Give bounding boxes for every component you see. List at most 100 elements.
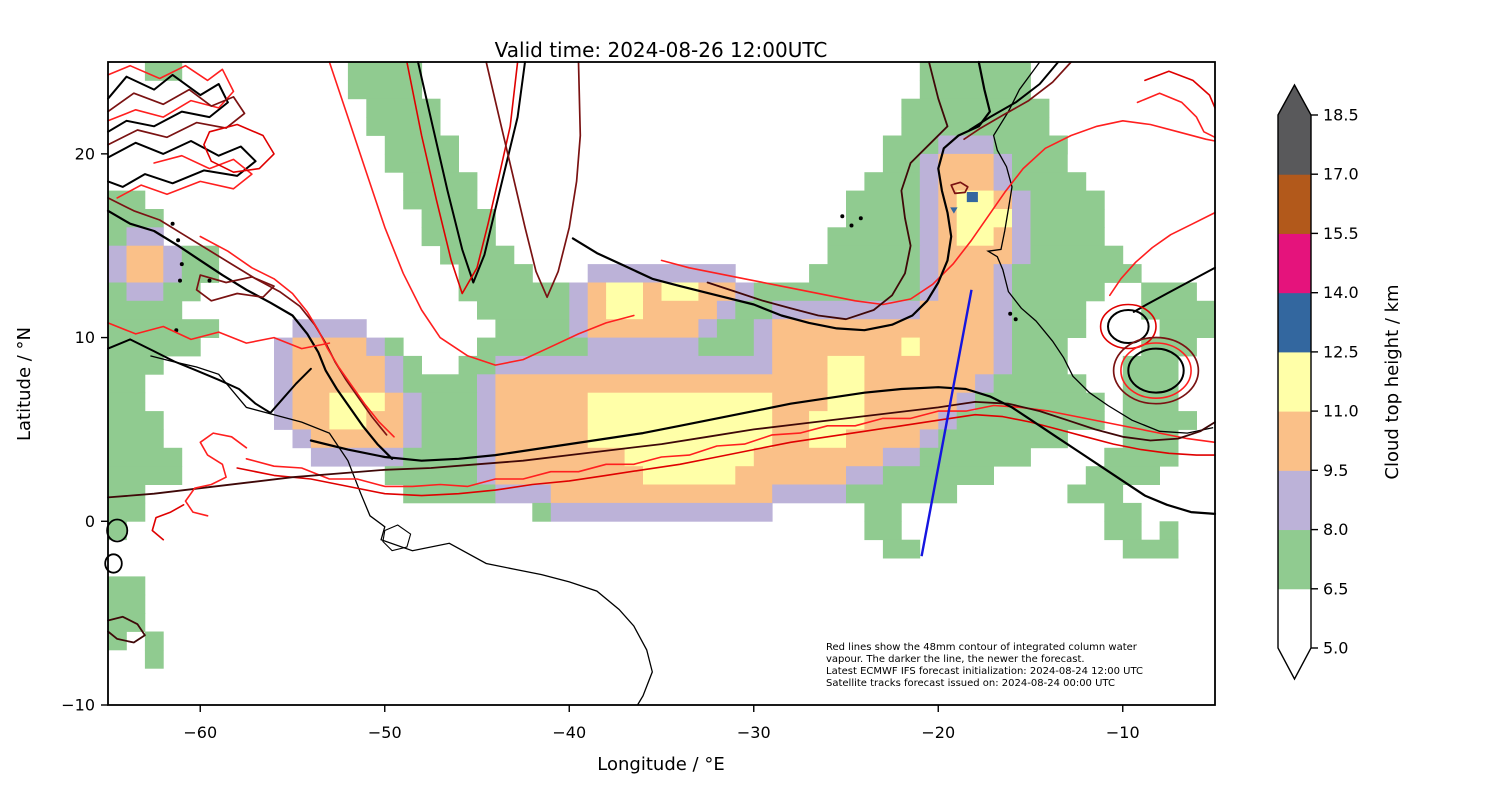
cloud-fill-cell [882,153,921,173]
colorbar-tick-label: 15.5 [1323,224,1359,243]
cloud-fill-cell [108,209,164,228]
iwv-contour-line [485,61,582,299]
cloud-fill-cell [993,300,1013,320]
iwv-contour-ring [1120,342,1192,400]
cloud-fill-cell [809,411,865,430]
cloud-fill-cell [1030,190,1105,210]
iwv-contour-line [406,61,519,295]
colorbar: 5.0 6.5 8.0 9.5 11.0 12.5 14.0 15.5 17.0 18.5 [1277,83,1359,681]
colorbar-tick-label: 5.0 [1323,639,1348,658]
cloud-fill-cell [403,172,478,191]
cloud-fill-cell [938,429,1068,449]
cloud-fill-cell [993,282,1013,302]
iwv-contour-line [1136,92,1216,139]
cloud-fill-cell [403,190,478,210]
cloud-fill-cell [292,411,330,430]
cloud-fill-cell [919,80,1031,100]
cloud-fill-cell [421,411,478,430]
cloud-fill-cell [993,337,1013,357]
cloud-fill-cell [108,355,164,375]
iwv-contour-line [571,60,992,332]
satellite-track-layer [920,192,978,557]
annotation-line-3: Latest ECMWF IFS forecast initialization… [826,666,1143,677]
y-axis-label: Latitude / °N [14,327,35,441]
cloud-fill-cell [846,190,921,210]
cloud-fill-cell [126,227,164,247]
cloud-fill-cell [753,282,921,302]
y-tick-label: 20 [75,144,95,163]
cloud-fill-cell [993,135,1068,155]
cloud-fill-cell [587,392,773,412]
cloud-fill-cell [1122,374,1179,394]
cloud-fill-cell [108,429,164,449]
cloud-fill-cell [864,521,902,541]
cloud-fill-cell [753,319,773,338]
cloud-fill-cell [403,374,478,394]
cloud-fill-cell [384,337,404,357]
cloud-fill-cell [1030,209,1105,228]
cloud-fill-cell [366,117,441,136]
iwv-contour-line [107,140,257,188]
cloud-fill-cell [108,337,201,357]
cloud-fill-cell [495,411,589,430]
cloud-fill-cell [1012,300,1087,320]
cloud-fill-cell [126,282,164,302]
cloud-fill-cell [753,337,773,357]
cloud-fill-cell [292,392,330,412]
iwv-contour-ring [1099,303,1157,350]
cloud-fill-cell [108,190,146,210]
iwv-contour-line [107,322,331,350]
cloud-fill-cell [274,374,293,394]
cloud-fill-cell [882,447,921,467]
cloud-fill-cell [108,411,164,430]
colorbar-tick-label: 18.5 [1323,106,1359,125]
cloud-fill-cell [366,411,404,430]
cloud-fill-cell [495,374,828,394]
cloud-fill-cell [1104,447,1179,467]
cloud-fill-cell [366,337,386,357]
cloud-fill-cell [477,392,496,412]
cloud-fill-cell [1067,484,1124,504]
satellite-track-line [920,289,973,557]
cloud-fill-cell [661,282,699,302]
cloud-fill-cell [495,484,552,504]
y-tick-label: 10 [75,328,95,347]
plot-title: Valid time: 2024-08-26 12:00UTC [495,38,828,62]
iwv-contour-line [107,88,246,146]
iwv-contour-line [328,61,635,366]
cloud-fill-cell [292,374,386,394]
cloud-fill-cell [108,466,183,485]
cloud-fill-cell [163,245,183,265]
cloud-fill-cell [1012,172,1087,191]
cloud-fill-cell [1012,282,1105,302]
iwv-contour-line [106,209,394,460]
iwv-contour-line [968,61,1060,131]
cloud-fill-cell [606,300,644,320]
cloud-fill-cell [366,98,441,118]
cloud-fill-cell [108,484,146,504]
cloud-fill-cell [181,264,220,283]
cloud-fill-cell [1012,190,1031,210]
colorbar-segment [1278,233,1311,294]
iwv-contour-line [309,386,1217,516]
cloud-fill-cell [587,264,736,283]
iwv-contour-line [203,123,275,173]
cloud-fill-cell [735,466,847,485]
cloud-fill-cell [1159,319,1216,338]
cloud-fill-cell [882,539,921,559]
y-tick-label: 0 [85,512,95,531]
cloud-fill-cell [975,374,994,394]
cloud-fill-cell [901,337,921,357]
cloud-fill-cell [292,319,367,338]
cloud-fill-cell [956,227,994,247]
colorbar-tick-label: 9.5 [1323,461,1348,480]
cloud-fill-cell [1141,300,1216,320]
cloud-fill-cell [384,135,459,155]
cloud-fill-cell [864,172,921,191]
cloud-fill-cell [772,355,828,375]
cloud-fill-cell [993,355,1013,375]
cloud-fill-cell [846,429,921,449]
cloud-fill-cell [440,245,515,265]
